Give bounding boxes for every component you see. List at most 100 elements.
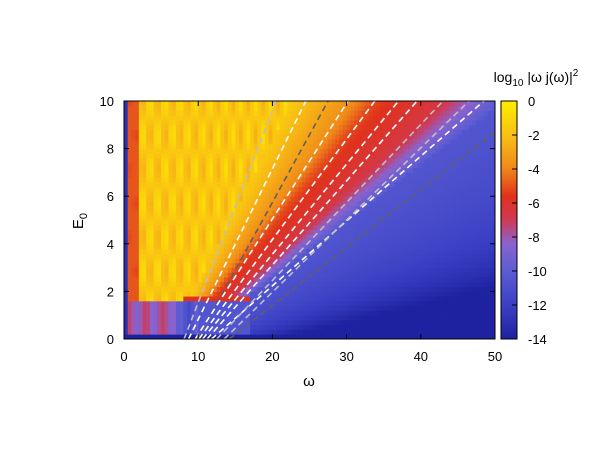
heatmap-cell (305, 115, 310, 121)
heatmap-cell (198, 153, 203, 159)
heatmap-cell (372, 319, 377, 326)
plot-area (123, 100, 496, 340)
heatmap-cell (443, 181, 448, 188)
heatmap-cell (235, 115, 240, 121)
heatmap-cell (316, 329, 322, 335)
heatmap-cell (190, 101, 195, 107)
heatmap-cell (172, 143, 177, 149)
heatmap-cell (454, 286, 459, 292)
heatmap-cell (272, 220, 277, 226)
heatmap-cell (183, 110, 188, 116)
heatmap-cell (354, 129, 359, 135)
heatmap-cell (283, 224, 288, 230)
heatmap-cell (302, 239, 307, 245)
heatmap-cell (387, 291, 392, 297)
heatmap-cell (394, 105, 399, 111)
heatmap-cell (146, 220, 151, 226)
heatmap-cell (428, 258, 433, 264)
heatmap-cell (417, 186, 422, 192)
heatmap-cell (168, 229, 173, 235)
heatmap-cell (483, 319, 488, 326)
heatmap-cell (413, 115, 418, 121)
heatmap-cell (138, 258, 143, 264)
heatmap-cell (379, 262, 385, 268)
heatmap-cell (439, 243, 444, 249)
heatmap-cell (190, 310, 195, 316)
heatmap-cell (476, 334, 481, 339)
heatmap-cell (428, 329, 433, 335)
heatmap-cell (224, 134, 229, 140)
heatmap-cell (268, 253, 273, 259)
heatmap-cell (368, 291, 373, 297)
heatmap-cell (313, 319, 318, 326)
heatmap-cell (309, 191, 314, 197)
heatmap-cell (372, 210, 377, 216)
heatmap-cell (398, 258, 403, 264)
heatmap-cell (350, 129, 355, 135)
heatmap-cell (383, 129, 388, 135)
heatmap-cell (431, 191, 437, 197)
heatmap-cell (142, 215, 147, 221)
heatmap-cell (465, 162, 470, 169)
heatmap-cell (201, 124, 207, 130)
heatmap-cell (316, 253, 322, 259)
heatmap-cell (335, 215, 340, 221)
heatmap-cell (342, 310, 347, 316)
heatmap-cell (391, 205, 396, 211)
heatmap-cell (124, 334, 129, 339)
heatmap-cell (469, 172, 474, 178)
heatmap-cell (161, 124, 166, 130)
heatmap-cell (457, 148, 463, 154)
heatmap-cell (346, 296, 351, 302)
heatmap-cell (305, 267, 310, 273)
heatmap-cell (465, 215, 470, 221)
heatmap-cell (472, 196, 477, 202)
heatmap-cell (198, 167, 203, 173)
heatmap-cell (205, 129, 210, 135)
heatmap-cell (242, 167, 247, 173)
heatmap-cell (268, 305, 273, 311)
heatmap-cell (335, 101, 340, 107)
heatmap-cell (227, 172, 232, 178)
heatmap-cell (450, 286, 455, 292)
heatmap-cell (365, 167, 370, 173)
heatmap-cell (420, 305, 425, 311)
heatmap-cell (491, 129, 495, 135)
heatmap-cell (175, 248, 181, 254)
heatmap-cell (331, 329, 336, 335)
heatmap-cell (387, 253, 392, 259)
heatmap-cell (420, 296, 425, 302)
heatmap-cell (472, 200, 477, 207)
heatmap-cell (227, 101, 232, 107)
heatmap-cell (324, 101, 329, 107)
heatmap-cell (457, 229, 463, 235)
heatmap-cell (209, 139, 214, 145)
heatmap-cell (253, 286, 258, 292)
heatmap-cell (472, 134, 477, 140)
heatmap-cell (387, 205, 392, 211)
heatmap-cell (387, 267, 392, 273)
heatmap-cell (402, 239, 407, 245)
heatmap-cell (279, 272, 284, 278)
heatmap-cell (287, 296, 292, 302)
heatmap-cell (261, 115, 266, 121)
heatmap-cell (268, 262, 273, 268)
heatmap-cell (424, 200, 429, 207)
heatmap-cell (205, 334, 210, 339)
heatmap-cell (194, 191, 199, 197)
heatmap-cell (216, 286, 221, 292)
heatmap-cell (335, 158, 340, 164)
heatmap-cell (446, 139, 451, 145)
heatmap-cell (168, 277, 173, 283)
heatmap-cell (398, 148, 403, 154)
heatmap-cell (305, 105, 310, 111)
heatmap-cell (283, 105, 288, 111)
heatmap-cell (428, 248, 433, 254)
heatmap-cell (253, 158, 258, 164)
heatmap-cell (209, 234, 214, 240)
heatmap-cell (153, 334, 158, 339)
heatmap-cell (131, 305, 136, 311)
heatmap-cell (413, 220, 418, 226)
heatmap-cell (235, 248, 240, 254)
heatmap-cell (331, 286, 336, 292)
